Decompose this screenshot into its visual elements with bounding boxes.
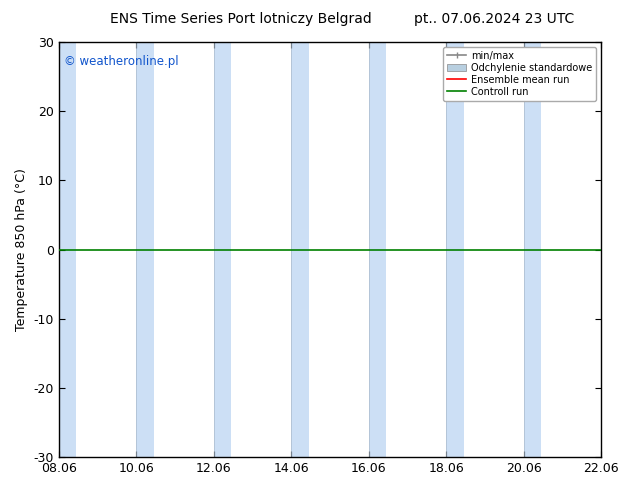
Text: pt.. 07.06.2024 23 UTC: pt.. 07.06.2024 23 UTC	[415, 12, 574, 26]
Bar	[291, 42, 309, 457]
Text: © weatheronline.pl: © weatheronline.pl	[64, 54, 179, 68]
Bar	[601, 42, 619, 457]
Bar	[369, 42, 386, 457]
Legend: min/max, Odchylenie standardowe, Ensemble mean run, Controll run: min/max, Odchylenie standardowe, Ensembl…	[443, 47, 597, 100]
Bar	[524, 42, 541, 457]
Y-axis label: Temperature 850 hPa (°C): Temperature 850 hPa (°C)	[15, 168, 28, 331]
Text: ENS Time Series Port lotniczy Belgrad: ENS Time Series Port lotniczy Belgrad	[110, 12, 372, 26]
Bar	[59, 42, 76, 457]
Bar	[446, 42, 463, 457]
Bar	[136, 42, 153, 457]
Bar	[214, 42, 231, 457]
